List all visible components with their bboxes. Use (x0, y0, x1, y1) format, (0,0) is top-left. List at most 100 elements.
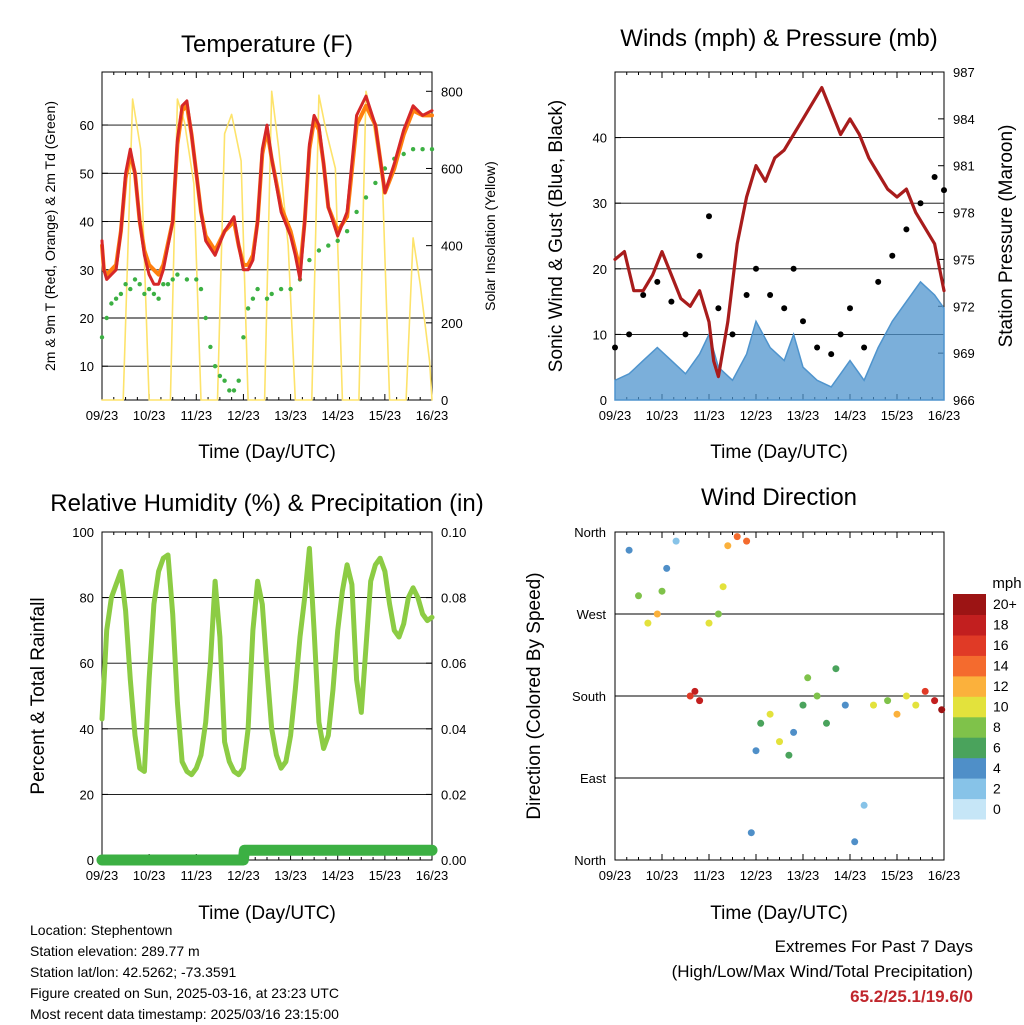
x-tick-label: 13/23 (787, 868, 820, 883)
direction-point (823, 719, 830, 727)
gust-point (654, 278, 661, 285)
y-tick-label: 0 (600, 393, 607, 408)
gust-point (715, 305, 722, 312)
y-tick-label: 60 (80, 656, 94, 671)
x-axis-label: Time (Day/UTC) (198, 442, 336, 463)
temp-2m-line (100, 94, 434, 286)
gust-point (612, 344, 618, 351)
dewpoint-point (227, 388, 232, 393)
colorbar-swatch (953, 614, 986, 636)
x-tick-label: 16/23 (928, 408, 961, 423)
x-tick-label: 16/23 (416, 408, 449, 423)
y2-tick-label: 0.06 (441, 656, 466, 671)
gust-point (626, 331, 633, 338)
x-tick-label: 10/23 (133, 408, 166, 423)
colorbar-swatch (953, 594, 986, 615)
direction-point (804, 674, 812, 682)
colorbar-label: 4 (993, 760, 1001, 776)
y-tick-label: 50 (80, 166, 94, 181)
gust-point (837, 331, 844, 338)
colorbar-title: mph (992, 575, 1021, 592)
direction-point (841, 701, 849, 709)
dewpoint-point (231, 388, 237, 393)
x-tick-label: 10/23 (646, 408, 679, 423)
dewpoint-point (212, 364, 218, 369)
y2-tick-label: 0.08 (441, 591, 466, 606)
gust-point (847, 305, 853, 312)
dewpoint-point (142, 291, 147, 297)
extremes-value: 65.2/25.1/19.6/0 (850, 987, 973, 1006)
y2-tick-label: 987 (953, 65, 975, 80)
y-axis-label: 2m & 9m T (Red, Orange) & 2m Td (Green) (42, 101, 58, 371)
rh-series-line (99, 545, 435, 778)
y-tick-label: 40 (593, 131, 607, 146)
direction-point (733, 533, 741, 541)
gust-point (682, 331, 689, 338)
colorbar-label: 10 (993, 699, 1009, 715)
direction-point (644, 619, 652, 627)
direction-point (893, 710, 901, 718)
y-tick-label: 40 (80, 215, 94, 230)
dewpoint-point (316, 248, 322, 253)
speed-colorbar: mph 0 2 4 6 8 10 12 14 16 18 20+ (953, 575, 1022, 820)
y-tick-label: 20 (80, 787, 94, 802)
direction-point (785, 751, 793, 759)
x-tick-label: 10/23 (646, 868, 679, 883)
direction-label: North (574, 525, 606, 540)
direction-point (653, 610, 661, 618)
x-axis-label: Time (Day/UTC) (710, 903, 848, 924)
dewpoint-point (109, 301, 114, 306)
colorbar-label: 16 (993, 637, 1009, 653)
extremes-box: Extremes For Past 7 Days (High/Low/Max W… (672, 934, 973, 1009)
dewpoint-point (236, 378, 241, 383)
direction-point (902, 692, 910, 700)
dewpoint-point (99, 335, 105, 340)
colorbar-swatch (953, 757, 986, 779)
y2-tick-label: 800 (441, 84, 463, 99)
dewpoint-point (194, 277, 199, 282)
dewpoint-point (132, 277, 138, 282)
y2-tick-label: 400 (441, 239, 463, 254)
x-tick-label: 12/23 (740, 868, 773, 883)
y2-tick-label: 969 (953, 346, 975, 361)
x-tick-label: 12/23 (227, 408, 260, 423)
dewpoint-point (307, 257, 312, 263)
gust-point (800, 318, 806, 325)
winds-pressure-chart: 09/23 10/23 11/23 12/23 13/23 14/23 15/23 16/23… (546, 25, 1017, 463)
x-tick-label: 15/23 (369, 868, 402, 883)
dewpoint-point (363, 195, 369, 200)
direction-point (766, 710, 774, 718)
direction-point (705, 619, 713, 627)
dewpoint-point (118, 291, 124, 297)
y-tick-label: 30 (80, 263, 94, 278)
dewpoint-point (170, 277, 175, 282)
x-tick-label: 14/23 (834, 408, 867, 423)
colorbar-swatch (953, 634, 986, 656)
dewpoint-point (113, 296, 119, 301)
x-tick-label: 12/23 (740, 408, 773, 423)
gust-point (729, 331, 736, 338)
y-tick-label: 30 (593, 196, 607, 211)
gust-point (781, 305, 788, 312)
chart-title: Relative Humidity (%) & Precipitation (i… (50, 490, 483, 517)
x-tick-label: 09/23 (86, 868, 119, 883)
elevation-text: Station elevation: 289.77 m (30, 943, 200, 959)
station-info: Location: Stephentown Station elevation:… (30, 920, 339, 1025)
y2-tick-label: 200 (441, 316, 463, 331)
x-tick-label: 13/23 (274, 868, 307, 883)
colorbar-label: 2 (993, 780, 1001, 796)
gust-point (889, 252, 896, 259)
colorbar-swatch (953, 798, 986, 820)
gust-point (814, 344, 821, 351)
direction-point (658, 587, 666, 595)
x-tick-label: 09/23 (599, 408, 632, 423)
dewpoint-point (241, 335, 246, 340)
colorbar-label: 8 (993, 719, 1001, 735)
dewpoint-point (288, 286, 293, 292)
direction-point (832, 665, 840, 673)
y-tick-label: 80 (80, 591, 94, 606)
direction-point (799, 701, 807, 709)
gust-point (875, 278, 882, 285)
direction-point (672, 537, 680, 545)
